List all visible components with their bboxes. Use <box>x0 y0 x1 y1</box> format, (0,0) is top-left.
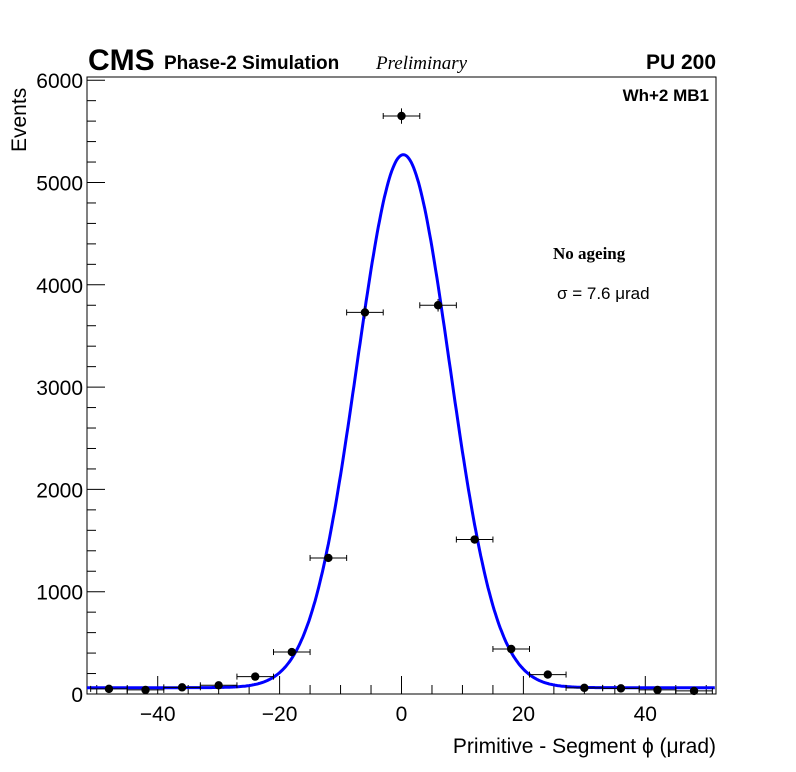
preliminary-label: Preliminary <box>375 53 468 74</box>
marker <box>141 685 150 695</box>
data-point <box>419 298 457 312</box>
data-point <box>492 644 530 654</box>
axis-ticks <box>87 79 707 695</box>
data-point <box>565 683 604 693</box>
marker <box>653 685 662 695</box>
data-point <box>638 685 677 695</box>
marker <box>470 535 479 544</box>
marker <box>324 553 333 563</box>
y-tick-label: 3000 <box>36 377 83 400</box>
fit-curve <box>87 153 715 690</box>
y-axis-label: Events <box>8 88 31 152</box>
data-point <box>675 686 713 696</box>
marker <box>507 644 516 654</box>
data-point <box>199 681 238 690</box>
tick-labels: 0 1000 2000 3000 4000 5000 6000 −40 −20 0 20 40 <box>36 70 657 726</box>
marker <box>543 670 552 679</box>
marker <box>214 681 223 690</box>
y-tick-label: 0 <box>71 684 83 707</box>
plot-frame <box>86 76 717 695</box>
x-tick-label: −20 <box>262 703 298 726</box>
marker <box>287 647 296 657</box>
marker <box>360 308 370 317</box>
y-tick-label: 6000 <box>36 70 83 93</box>
y-tick-label: 5000 <box>36 173 83 196</box>
data-point <box>90 684 128 694</box>
y-tick-label: 4000 <box>36 275 83 298</box>
marker <box>689 686 699 696</box>
x-tick-label: 20 <box>512 703 535 726</box>
condition-label: No ageing <box>553 244 626 263</box>
sigma-label: σ = 7.6 μrad <box>557 284 650 303</box>
fit-curve-group <box>87 153 715 690</box>
marker <box>433 301 443 310</box>
y-tick-label: 2000 <box>36 479 83 502</box>
data-point <box>455 535 494 544</box>
marker <box>104 684 114 694</box>
chamber-label: Wh+2 MB1 <box>623 86 709 105</box>
y-tick-label: 1000 <box>36 582 83 605</box>
x-tick-label: −40 <box>140 703 176 726</box>
marker <box>580 683 589 693</box>
data-point <box>126 685 165 695</box>
cms-label: CMS <box>88 44 155 77</box>
data-point <box>528 670 567 679</box>
data-point <box>163 683 201 692</box>
data-point <box>382 108 421 124</box>
phase2-label: Phase-2 Simulation <box>164 53 339 74</box>
data-point <box>602 684 640 693</box>
x-tick-label: 0 <box>396 703 408 726</box>
marker <box>616 684 626 693</box>
data-point <box>273 647 311 657</box>
marker <box>251 672 260 681</box>
data-point <box>309 553 348 563</box>
pileup-label: PU 200 <box>646 51 716 74</box>
marker <box>177 683 187 692</box>
data-point <box>236 672 275 681</box>
marker <box>397 111 406 121</box>
x-tick-label: 40 <box>634 703 657 726</box>
data-points <box>90 108 713 696</box>
data-point <box>346 306 384 319</box>
x-axis-label: Primitive - Segment ϕ (μrad) <box>453 735 716 758</box>
